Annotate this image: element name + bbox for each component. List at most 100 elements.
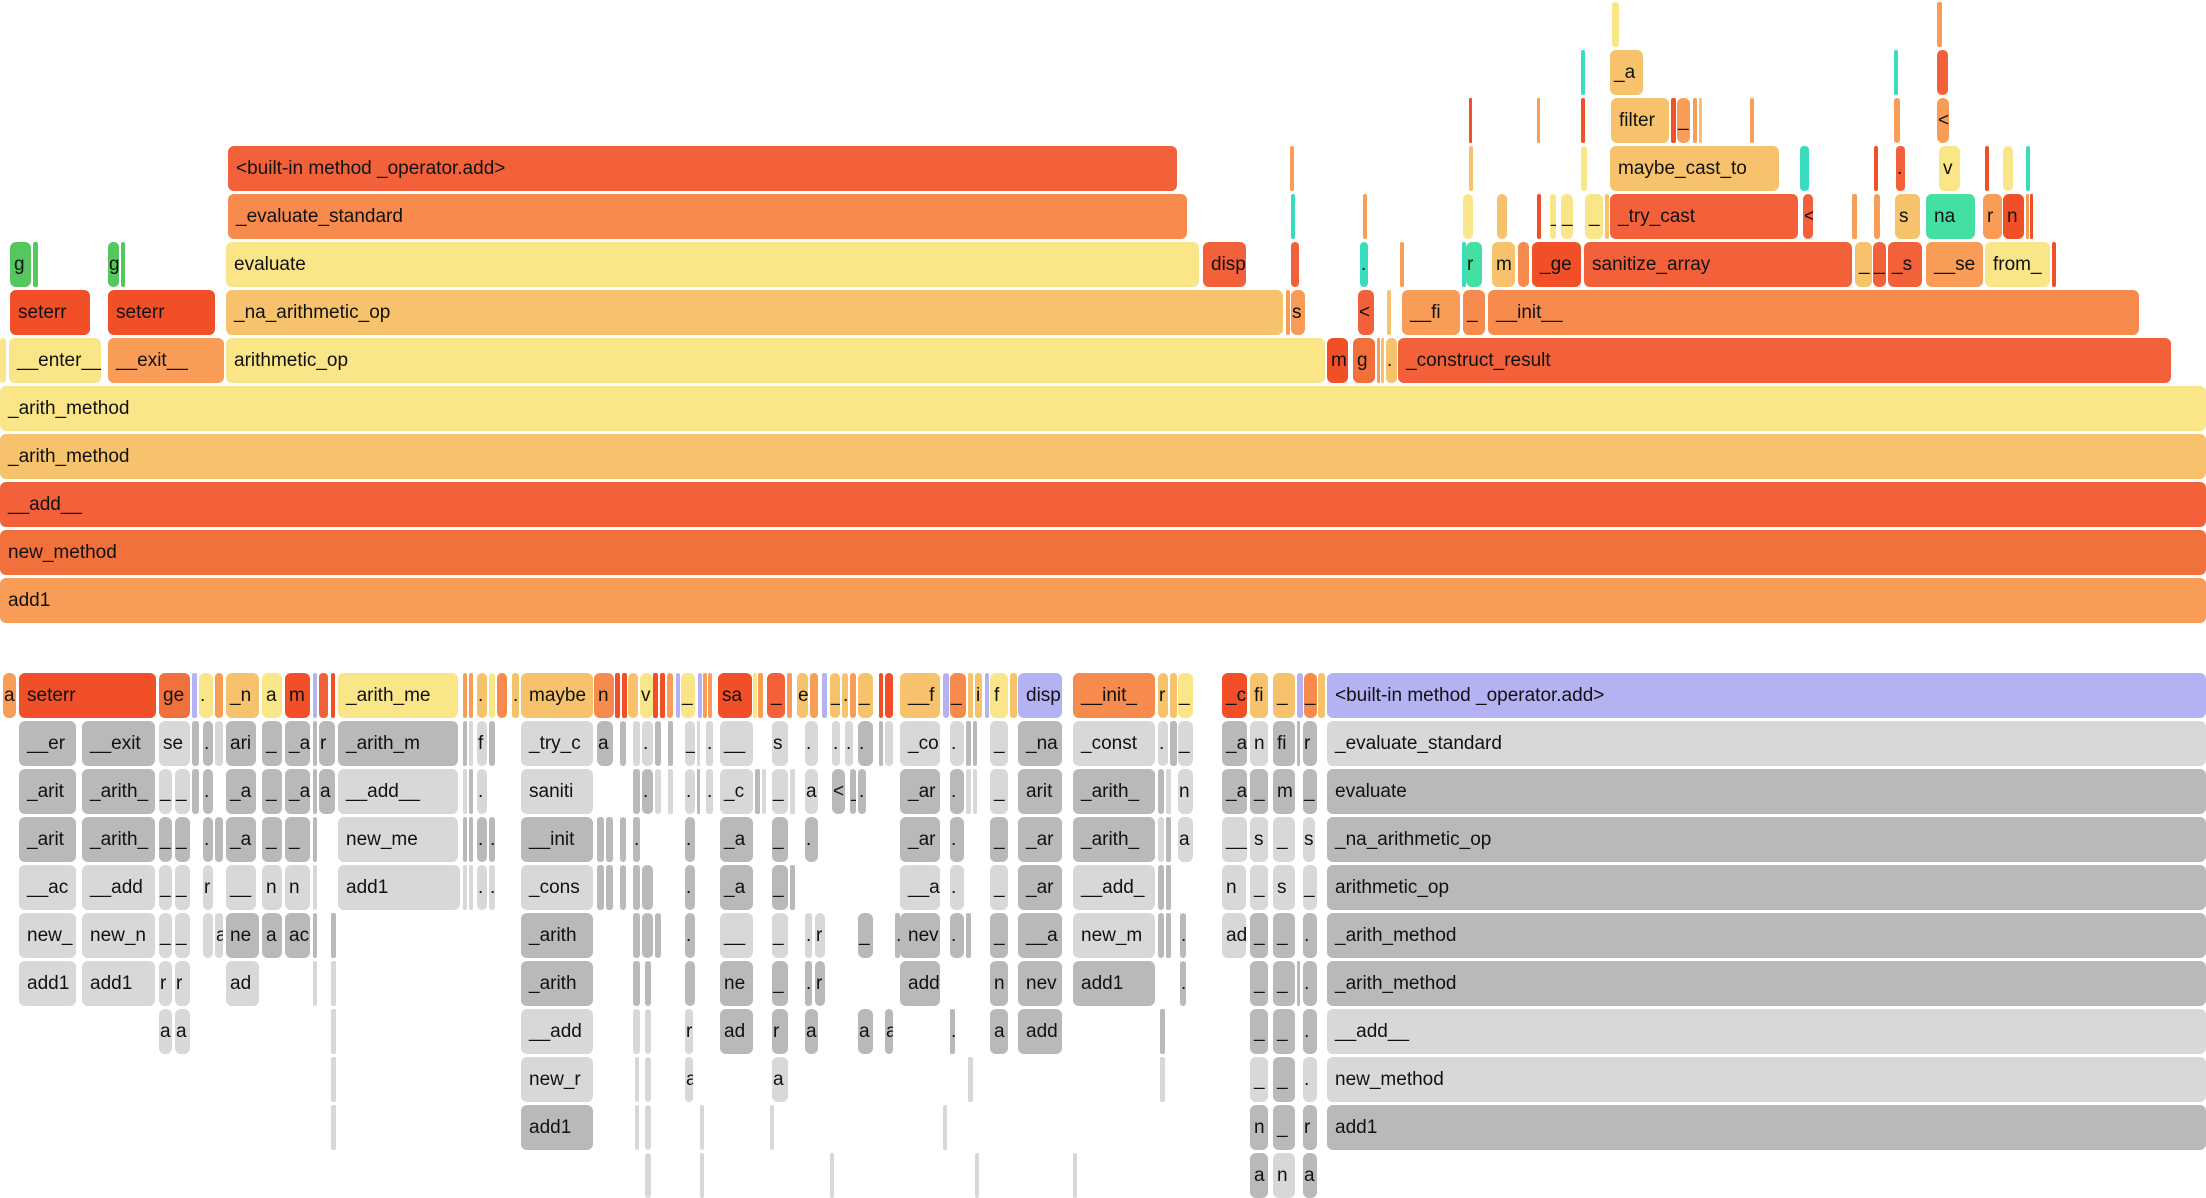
frame-bar[interactable]: . [633,817,640,862]
frame-bar[interactable]: _ [159,865,172,910]
frame-bar[interactable] [966,769,971,814]
frame-bar[interactable] [1800,146,1809,191]
frame-bar[interactable] [1469,98,1472,143]
frame-bar[interactable] [1297,961,1300,1006]
frame-bar[interactable]: a [319,769,335,814]
frame-bar[interactable]: . [1360,242,1368,287]
frame-bar[interactable]: e [797,673,808,718]
frame-bar[interactable]: __add__ [338,769,458,814]
frame-bar[interactable]: . [489,817,495,862]
frame-bar[interactable] [620,865,626,910]
frame-bar[interactable]: new_method [0,530,2206,575]
frame-bar[interactable] [313,961,317,1006]
frame-bar[interactable]: . [950,769,964,814]
frame-bar[interactable]: . [1158,721,1168,766]
frame-bar[interactable]: _const [1073,721,1155,766]
frame-bar[interactable] [1158,865,1164,910]
frame-bar[interactable] [966,913,971,958]
frame-bar[interactable]: _ [262,817,282,862]
frame-bar[interactable]: n [1250,1105,1268,1150]
frame-bar[interactable]: . [895,913,900,958]
frame-bar[interactable]: . [512,673,519,718]
frame-bar[interactable] [943,1105,947,1150]
frame-bar[interactable] [790,865,795,910]
frame-bar[interactable]: n [1273,1153,1295,1198]
frame-bar[interactable] [1937,50,1948,95]
frame-bar[interactable]: __add [82,865,155,910]
frame-bar[interactable]: __add [521,1009,593,1054]
frame-bar[interactable] [2003,146,2013,191]
frame-bar[interactable] [1170,673,1177,718]
frame-bar[interactable]: arithmetic_op [226,338,1325,383]
frame-bar[interactable] [1166,865,1171,910]
frame-bar[interactable] [1894,50,1898,95]
frame-bar[interactable]: add1 [338,865,460,910]
frame-bar[interactable]: m [285,673,310,718]
frame-bar[interactable]: nev [1018,961,1062,1006]
frame-bar[interactable]: m [1327,338,1348,383]
frame-bar[interactable]: _arith [521,961,593,1006]
frame-bar[interactable]: a [3,673,16,718]
frame-bar[interactable]: v [640,673,653,718]
frame-bar[interactable] [703,673,707,718]
frame-bar[interactable]: . [1180,961,1186,1006]
frame-bar[interactable]: a [805,769,818,814]
frame-bar[interactable] [655,913,661,958]
frame-bar[interactable]: __a [900,865,940,910]
frame-bar[interactable]: seterr [19,673,156,718]
frame-bar[interactable]: s [1291,290,1305,335]
frame-bar[interactable]: . [203,721,213,766]
frame-bar[interactable] [1497,194,1507,239]
frame-bar[interactable] [1605,194,1609,239]
frame-bar[interactable]: _ [1273,1057,1295,1102]
frame-bar[interactable]: . [1303,1057,1317,1102]
frame-bar[interactable]: n [2003,194,2024,239]
frame-bar[interactable] [1381,338,1384,383]
frame-bar[interactable]: _arith_m [338,721,458,766]
frame-bar[interactable]: _ [1273,913,1295,958]
frame-bar[interactable] [655,721,661,766]
frame-bar[interactable]: __exit__ [108,338,224,383]
frame-bar[interactable]: _ [950,673,966,718]
frame-bar[interactable]: . [685,817,695,862]
frame-bar[interactable]: _ [767,673,785,718]
frame-bar[interactable]: add1 [1327,1105,2206,1150]
frame-bar[interactable] [885,721,893,766]
frame-bar[interactable]: _ [1273,1105,1295,1150]
frame-bar[interactable]: _ [685,721,695,766]
frame-bar[interactable] [2026,194,2029,239]
frame-bar[interactable]: . [706,769,713,814]
frame-bar[interactable]: _ [772,961,788,1006]
frame-bar[interactable]: disp [1203,242,1246,287]
frame-bar[interactable] [655,769,661,814]
frame-bar[interactable] [1469,146,1473,191]
frame-bar[interactable]: _arith_ [82,769,155,814]
frame-bar[interactable]: __enter__ [9,338,101,383]
frame-bar[interactable]: _ [175,769,190,814]
frame-bar[interactable]: a [159,1009,172,1054]
frame-bar[interactable] [469,673,473,718]
frame-bar[interactable]: _arith_method [0,386,2206,431]
frame-bar[interactable]: _ [772,913,788,958]
frame-bar[interactable]: . [842,673,848,718]
frame-bar[interactable]: _ [1873,242,1886,287]
frame-bar[interactable] [1166,769,1171,814]
frame-bar[interactable]: __ [226,865,256,910]
frame-bar[interactable] [463,769,467,814]
frame-bar[interactable] [1699,98,1702,143]
frame-bar[interactable]: _c [720,769,753,814]
frame-bar[interactable]: _ [1855,242,1872,287]
frame-bar[interactable]: . [199,673,213,718]
frame-bar[interactable] [1160,1057,1165,1102]
frame-bar[interactable]: . [950,817,964,862]
frame-bar[interactable] [645,1105,651,1150]
frame-bar[interactable] [1166,817,1171,862]
frame-bar[interactable] [1166,913,1171,958]
frame-bar[interactable]: _ [772,769,788,814]
frame-bar[interactable]: . [642,769,653,814]
frame-bar[interactable]: __add__ [0,482,2206,527]
frame-bar[interactable]: __a [1018,913,1062,958]
frame-bar[interactable]: na [1926,194,1975,239]
frame-bar[interactable] [203,913,213,958]
frame-bar[interactable]: a [215,913,223,958]
